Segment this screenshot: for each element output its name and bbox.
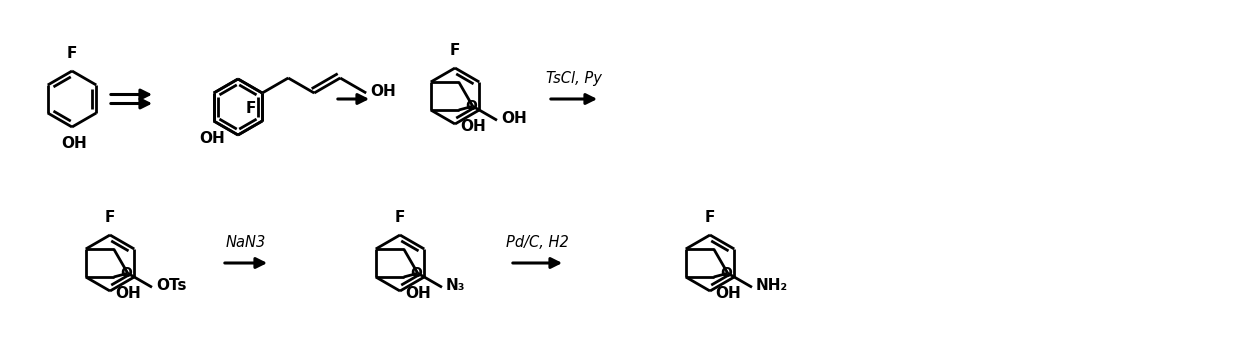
Text: F: F: [246, 101, 257, 116]
Text: NaN3: NaN3: [226, 235, 267, 250]
Text: O: O: [719, 266, 732, 280]
Text: TsCl, Py: TsCl, Py: [546, 71, 601, 86]
Text: Pd/C, H2: Pd/C, H2: [506, 235, 569, 250]
Text: F: F: [704, 210, 715, 225]
Text: OH: OH: [61, 136, 87, 151]
Text: OH: OH: [198, 131, 224, 146]
Text: OH: OH: [371, 83, 396, 99]
Text: F: F: [67, 46, 77, 61]
Text: F: F: [450, 43, 460, 58]
Text: OH: OH: [405, 286, 430, 301]
Text: F: F: [394, 210, 405, 225]
Text: NH₂: NH₂: [756, 278, 789, 293]
Text: OH: OH: [715, 286, 740, 301]
Text: OH: OH: [115, 286, 140, 301]
Text: O: O: [465, 99, 476, 113]
Text: O: O: [120, 266, 131, 280]
Text: O: O: [409, 266, 422, 280]
Text: OTs: OTs: [156, 278, 186, 293]
Text: OH: OH: [460, 119, 486, 134]
Text: F: F: [105, 210, 115, 225]
Text: N₃: N₃: [446, 278, 465, 293]
Text: OH: OH: [501, 111, 527, 126]
